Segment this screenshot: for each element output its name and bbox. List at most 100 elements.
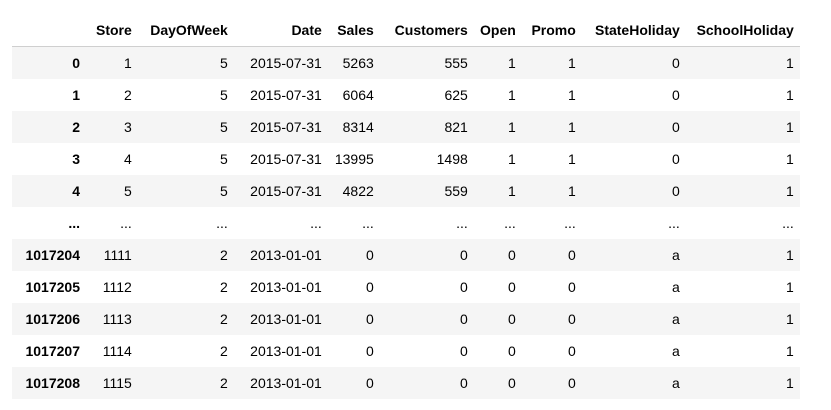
- row-index: 3: [72, 150, 80, 167]
- cell-date: 2015-07-31: [250, 118, 322, 135]
- cell-dayofweek: 2: [220, 278, 228, 295]
- cell-store: 1111: [103, 246, 132, 263]
- cell-sales: 0: [366, 246, 374, 263]
- cell-date: 2015-07-31: [250, 54, 322, 71]
- cell-dayofweek: 5: [220, 86, 228, 103]
- cell-customers: 0: [460, 246, 468, 263]
- cell-customers: 0: [460, 310, 468, 327]
- cell-promo: 0: [568, 310, 576, 327]
- row-index: 4: [72, 182, 80, 199]
- column-header-store: Store: [90, 14, 138, 47]
- cell-promo: 1: [568, 54, 576, 71]
- cell-dayofweek: 2: [220, 310, 228, 327]
- cell-stateholiday: a: [672, 246, 680, 263]
- cell-schoolholiday: 1: [786, 150, 794, 167]
- cell-date: 2013-01-01: [250, 278, 322, 295]
- cell-schoolholiday: 1: [786, 342, 794, 359]
- cell-promo: 1: [568, 86, 576, 103]
- cell-customers: 0: [460, 342, 468, 359]
- row-index: 1017207: [25, 342, 80, 359]
- cell-dayofweek: 2: [220, 374, 228, 391]
- cell-stateholiday: a: [672, 342, 680, 359]
- cell-date: 2013-01-01: [250, 246, 322, 263]
- cell-date: 2015-07-31: [250, 182, 322, 199]
- cell-stateholiday: 0: [672, 54, 680, 71]
- cell-customers: 555: [444, 54, 468, 71]
- column-header-stateholiday: StateHoliday: [581, 14, 686, 47]
- cell-stateholiday: ...: [668, 214, 680, 231]
- cell-dayofweek: 5: [220, 150, 228, 167]
- cell-date: 2013-01-01: [250, 342, 322, 359]
- table-row: 1 2 5 2015-07-31 6064 625 1 1 0 1: [12, 79, 800, 111]
- cell-stateholiday: a: [672, 278, 680, 295]
- cell-dayofweek: 2: [220, 342, 228, 359]
- cell-schoolholiday: 1: [786, 246, 794, 263]
- table-body: 0 1 5 2015-07-31 5263 555 1 1 0 1 1 2 5 2015-07-31 606…: [12, 46, 800, 399]
- cell-dayofweek: 5: [220, 54, 228, 71]
- cell-schoolholiday: 1: [786, 182, 794, 199]
- cell-sales: 4822: [342, 182, 374, 199]
- cell-date: 2013-01-01: [250, 374, 322, 391]
- cell-store: 1114: [102, 342, 132, 359]
- cell-dayofweek: ...: [216, 214, 228, 231]
- cell-open: 0: [508, 342, 516, 359]
- table-row: 1017208 1115 2 2013-01-01 0 0 0 0 a 1: [12, 366, 800, 399]
- column-header-customers: Customers: [379, 14, 474, 47]
- cell-promo: 0: [568, 278, 576, 295]
- cell-stateholiday: 0: [672, 182, 680, 199]
- cell-customers: 0: [460, 374, 468, 391]
- cell-stateholiday: a: [672, 310, 680, 327]
- cell-store: ...: [120, 214, 132, 231]
- cell-sales: 0: [366, 374, 374, 391]
- table-row: 0 1 5 2015-07-31 5263 555 1 1 0 1: [12, 46, 800, 79]
- cell-sales: ...: [362, 214, 374, 231]
- cell-customers: ...: [456, 214, 468, 231]
- table-row: ..............................: [12, 207, 800, 239]
- column-header-promo: Promo: [521, 14, 582, 47]
- cell-store: 4: [124, 150, 132, 167]
- cell-promo: 0: [568, 374, 576, 391]
- cell-date: 2013-01-01: [250, 310, 322, 327]
- table-row: 1017204 1111 2 2013-01-01 0 0 0 0 a 1: [12, 238, 800, 271]
- cell-sales: 0: [366, 342, 374, 359]
- table-header: Store DayOfWeek Date Sales Customers Ope…: [12, 14, 800, 47]
- cell-date: ...: [310, 214, 322, 231]
- cell-stateholiday: a: [672, 374, 680, 391]
- cell-schoolholiday: ...: [782, 214, 794, 231]
- cell-open: 1: [508, 86, 516, 103]
- row-index: 1: [72, 86, 80, 103]
- row-index: 0: [72, 54, 80, 71]
- cell-store: 1112: [102, 278, 132, 295]
- column-header-dayofweek: DayOfWeek: [137, 14, 234, 47]
- cell-schoolholiday: 1: [786, 54, 794, 71]
- cell-open: ...: [504, 214, 516, 231]
- cell-stateholiday: 0: [672, 118, 680, 135]
- cell-store: 5: [124, 182, 132, 199]
- table-row: 1017206 1113 2 2013-01-01 0 0 0 0 a 1: [12, 302, 800, 335]
- cell-store: 1115: [102, 374, 132, 391]
- cell-sales: 5263: [342, 54, 374, 71]
- cell-open: 1: [508, 182, 516, 199]
- cell-promo: 1: [568, 182, 576, 199]
- cell-open: 0: [508, 246, 516, 263]
- cell-schoolholiday: 1: [786, 86, 794, 103]
- row-index: 1017208: [25, 374, 80, 391]
- row-index: 1017205: [25, 278, 80, 295]
- cell-open: 1: [508, 54, 516, 71]
- cell-promo: 1: [568, 150, 576, 167]
- column-header-open: Open: [473, 14, 522, 47]
- cell-customers: 625: [444, 86, 468, 103]
- cell-customers: 821: [444, 118, 468, 135]
- table-row: 2 3 5 2015-07-31 8314 821 1 1 0 1: [12, 110, 800, 143]
- cell-open: 0: [508, 278, 516, 295]
- row-index: ...: [68, 214, 80, 231]
- cell-store: 1113: [102, 310, 132, 327]
- cell-stateholiday: 0: [672, 86, 680, 103]
- cell-open: 1: [508, 118, 516, 135]
- cell-sales: 8314: [342, 118, 374, 135]
- column-header-sales: Sales: [327, 14, 380, 47]
- table-row: 3 4 5 2015-07-31 13995 1498 1 1 0 1: [12, 143, 800, 175]
- table-row: 1017207 1114 2 2013-01-01 0 0 0 0 a 1: [12, 335, 800, 367]
- cell-promo: 0: [568, 246, 576, 263]
- cell-sales: 13995: [334, 150, 374, 167]
